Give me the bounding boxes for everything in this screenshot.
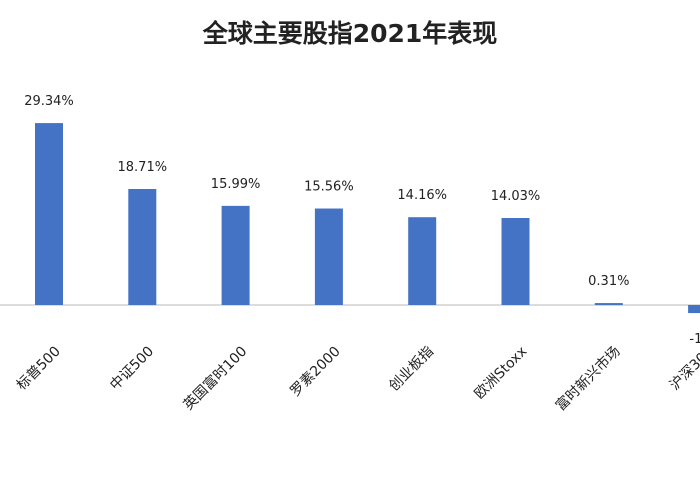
bar-7 <box>688 305 700 314</box>
bar-0 <box>35 123 63 305</box>
data-label-7: -1.3 <box>689 332 700 347</box>
x-tick-label-1: 中证500 <box>107 344 157 394</box>
x-tick-label-0: 标普500 <box>14 344 64 394</box>
x-tick-label-3: 罗素2000 <box>287 344 343 400</box>
x-tick-label-4: 创业板指 <box>386 344 437 395</box>
data-label-0: 29.34% <box>24 94 74 109</box>
bar-4 <box>408 217 437 305</box>
data-label-1: 18.71% <box>118 160 168 175</box>
bar-3 <box>314 208 343 305</box>
x-tick-label-2: 英国富时100 <box>180 343 251 414</box>
data-label-2: 15.99% <box>211 177 261 192</box>
x-tick-label-7: 沪深300 <box>667 344 700 394</box>
bar-1 <box>128 188 157 305</box>
data-label-5: 14.03% <box>491 189 541 204</box>
bar-2 <box>221 205 250 305</box>
x-tick-label-5: 欧洲Stoxx <box>472 344 531 403</box>
bar-5 <box>501 218 530 305</box>
data-label-3: 15.56% <box>304 180 354 195</box>
data-label-6: 0.31% <box>588 274 629 289</box>
bar-6 <box>594 303 623 306</box>
data-label-4: 14.16% <box>397 188 447 203</box>
x-tick-label-6: 富时新兴市场 <box>552 343 623 414</box>
chart-title: 全球主要股指2021年表现 <box>202 19 498 48</box>
